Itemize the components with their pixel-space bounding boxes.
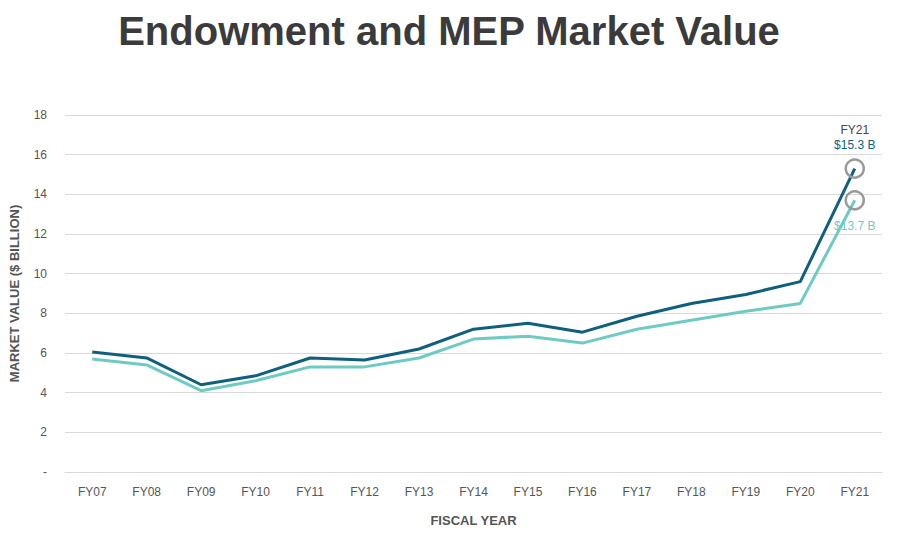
svg-text:FY15: FY15 (514, 485, 543, 499)
svg-text:FY10: FY10 (241, 485, 270, 499)
svg-text:FY13: FY13 (405, 485, 434, 499)
svg-text:12: 12 (34, 227, 48, 241)
svg-text:-: - (43, 465, 47, 479)
svg-text:14: 14 (34, 187, 48, 201)
svg-text:FY14: FY14 (459, 485, 488, 499)
svg-text:FISCAL YEAR: FISCAL YEAR (430, 513, 517, 528)
svg-text:Endowment and MEP Market Value: Endowment and MEP Market Value (118, 9, 780, 53)
svg-text:6: 6 (40, 346, 47, 360)
svg-text:FY09: FY09 (187, 485, 216, 499)
svg-text:18: 18 (34, 108, 48, 122)
svg-text:FY11: FY11 (296, 485, 324, 499)
svg-text:16: 16 (34, 148, 48, 162)
svg-text:FY18: FY18 (677, 485, 706, 499)
svg-text:$15.3 B: $15.3 B (834, 138, 875, 152)
svg-text:8: 8 (40, 306, 47, 320)
svg-text:$13.7 B: $13.7 B (834, 219, 875, 233)
svg-text:FY21: FY21 (840, 123, 869, 137)
svg-text:FY08: FY08 (132, 485, 161, 499)
svg-text:FY16: FY16 (568, 485, 597, 499)
svg-text:FY17: FY17 (623, 485, 652, 499)
svg-text:2: 2 (40, 425, 47, 439)
svg-text:MARKET VALUE ($ BILLION): MARKET VALUE ($ BILLION) (7, 205, 22, 382)
svg-text:FY12: FY12 (350, 485, 379, 499)
svg-text:10: 10 (34, 267, 48, 281)
svg-text:FY19: FY19 (731, 485, 760, 499)
svg-text:FY20: FY20 (786, 485, 815, 499)
svg-text:FY07: FY07 (78, 485, 107, 499)
svg-text:FY21: FY21 (840, 485, 869, 499)
svg-text:4: 4 (40, 386, 47, 400)
